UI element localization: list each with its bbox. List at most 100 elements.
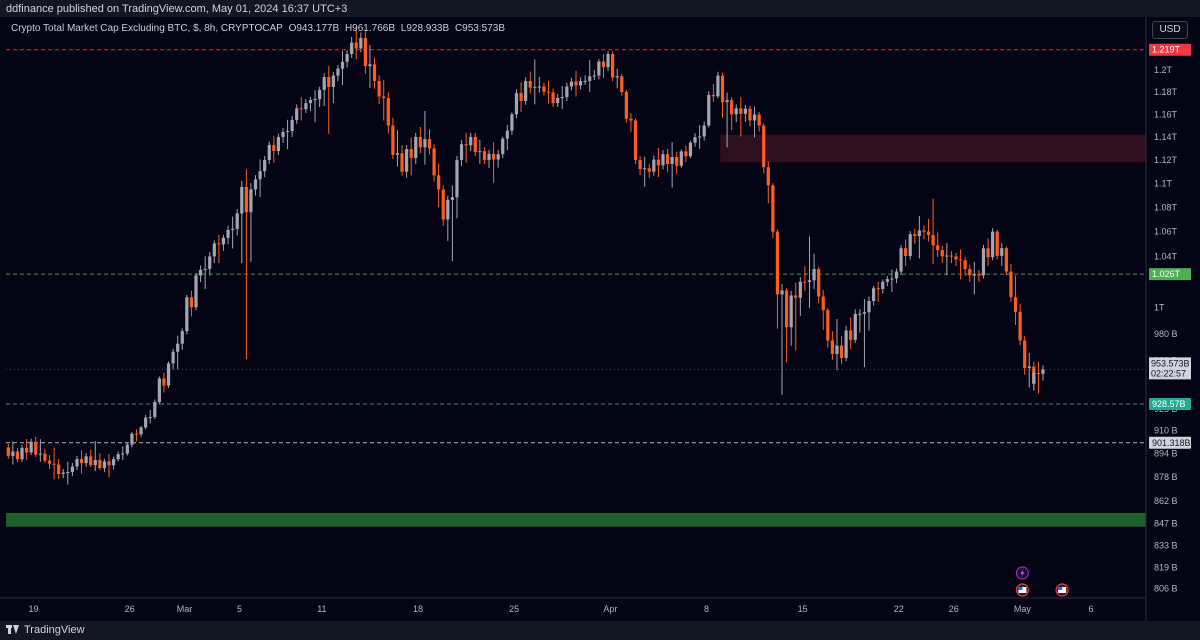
candle-body[interactable] bbox=[812, 269, 816, 281]
candle-body[interactable] bbox=[647, 168, 651, 172]
candle-body[interactable] bbox=[212, 243, 216, 257]
candle-body[interactable] bbox=[890, 278, 894, 280]
candle-body[interactable] bbox=[240, 186, 244, 214]
candle-body[interactable] bbox=[904, 248, 908, 257]
candle-body[interactable] bbox=[844, 330, 848, 358]
candle-body[interactable] bbox=[304, 103, 308, 110]
candle-body[interactable] bbox=[519, 93, 523, 101]
currency-button[interactable]: USD bbox=[1152, 21, 1188, 39]
candle-body[interactable] bbox=[276, 136, 281, 152]
candle-body[interactable] bbox=[849, 330, 853, 340]
candle-body[interactable] bbox=[354, 42, 358, 49]
candle-body[interactable] bbox=[1041, 369, 1045, 374]
candle-body[interactable] bbox=[455, 159, 459, 198]
candle-body[interactable] bbox=[450, 197, 454, 200]
candle-body[interactable] bbox=[601, 61, 606, 68]
candle-body[interactable] bbox=[986, 248, 990, 258]
candle-body[interactable] bbox=[57, 464, 61, 474]
candle-body[interactable] bbox=[258, 171, 262, 180]
candle-body[interactable] bbox=[340, 61, 345, 69]
candle-body[interactable] bbox=[359, 37, 363, 49]
candle-body[interactable] bbox=[1027, 366, 1031, 368]
candle-body[interactable] bbox=[464, 144, 468, 146]
candle-body[interactable] bbox=[391, 125, 395, 155]
candle-body[interactable] bbox=[871, 288, 876, 302]
candle-body[interactable] bbox=[185, 297, 189, 332]
candle-body[interactable] bbox=[578, 81, 583, 86]
candle-body[interactable] bbox=[441, 189, 445, 220]
candle-body[interactable] bbox=[638, 159, 642, 170]
candle-body[interactable] bbox=[203, 268, 207, 270]
candle-body[interactable] bbox=[345, 53, 349, 62]
candle-body[interactable] bbox=[807, 280, 812, 282]
candle-body[interactable] bbox=[528, 81, 532, 88]
candle-body[interactable] bbox=[958, 259, 963, 261]
candle-body[interactable] bbox=[771, 185, 775, 232]
candle-body[interactable] bbox=[43, 453, 47, 461]
candle-body[interactable] bbox=[679, 151, 683, 166]
candle-body[interactable] bbox=[75, 459, 79, 467]
candle-body[interactable] bbox=[720, 75, 725, 103]
candle-body[interactable] bbox=[153, 401, 157, 417]
candle-body[interactable] bbox=[743, 108, 747, 114]
candle-body[interactable] bbox=[995, 231, 999, 256]
candle-body[interactable] bbox=[583, 80, 587, 82]
candle-body[interactable] bbox=[775, 231, 780, 295]
candle-body[interactable] bbox=[661, 154, 665, 166]
candle-body[interactable] bbox=[725, 100, 729, 103]
candle-body[interactable] bbox=[794, 295, 798, 298]
candle-body[interactable] bbox=[47, 460, 52, 464]
candle-body[interactable] bbox=[629, 118, 633, 121]
candle-body[interactable] bbox=[569, 81, 574, 87]
candle-body[interactable] bbox=[427, 139, 432, 149]
candle-body[interactable] bbox=[267, 144, 271, 160]
candle-body[interactable] bbox=[620, 76, 624, 93]
candle-body[interactable] bbox=[734, 108, 738, 115]
candle-body[interactable] bbox=[881, 281, 885, 290]
candle-body[interactable] bbox=[954, 256, 958, 260]
candle-body[interactable] bbox=[858, 313, 862, 315]
candle-body[interactable] bbox=[991, 231, 995, 258]
candle-body[interactable] bbox=[70, 466, 74, 472]
candlestick-chart[interactable]: 806 B 819 B 833 B 847 B 862 B 878 B 894 B 910 B… bbox=[0, 17, 1200, 621]
candle-body[interactable] bbox=[231, 228, 235, 230]
candle-body[interactable] bbox=[121, 453, 125, 455]
candle-body[interactable] bbox=[798, 281, 802, 298]
candle-body[interactable] bbox=[670, 156, 674, 164]
candle-body[interactable] bbox=[1036, 372, 1041, 374]
candle-body[interactable] bbox=[66, 471, 70, 473]
candle-body[interactable] bbox=[469, 136, 473, 146]
candle-body[interactable] bbox=[459, 144, 464, 160]
candle-body[interactable] bbox=[15, 451, 20, 460]
candle-body[interactable] bbox=[803, 281, 807, 283]
candle-body[interactable] bbox=[551, 92, 555, 104]
candle-body[interactable] bbox=[107, 461, 111, 466]
candle-body[interactable] bbox=[281, 132, 285, 137]
candle-body[interactable] bbox=[327, 76, 331, 87]
candle-body[interactable] bbox=[698, 136, 702, 138]
candle-body[interactable] bbox=[198, 269, 203, 276]
candle-body[interactable] bbox=[606, 53, 610, 68]
candle-body[interactable] bbox=[597, 61, 601, 76]
candle-body[interactable] bbox=[821, 296, 825, 311]
candle-body[interactable] bbox=[556, 97, 560, 104]
candle-body[interactable] bbox=[899, 248, 903, 272]
candle-body[interactable] bbox=[972, 274, 976, 276]
candle-body[interactable] bbox=[867, 301, 871, 313]
candle-body[interactable] bbox=[29, 441, 33, 453]
candle-body[interactable] bbox=[592, 75, 596, 77]
candle-body[interactable] bbox=[350, 42, 354, 54]
candle-body[interactable] bbox=[533, 86, 537, 88]
candle-body[interactable] bbox=[643, 168, 647, 170]
candle-body[interactable] bbox=[102, 461, 107, 469]
candle-body[interactable] bbox=[313, 99, 317, 101]
tradingview-brand[interactable]: TradingView bbox=[6, 624, 85, 636]
candle-body[interactable] bbox=[295, 108, 299, 120]
candle-body[interactable] bbox=[437, 175, 441, 190]
candle-body[interactable] bbox=[835, 345, 839, 355]
candle-body[interactable] bbox=[830, 340, 834, 355]
candle-body[interactable] bbox=[624, 92, 628, 119]
candle-body[interactable] bbox=[981, 248, 986, 276]
candle-body[interactable] bbox=[139, 427, 143, 435]
candle-body[interactable] bbox=[940, 250, 944, 257]
